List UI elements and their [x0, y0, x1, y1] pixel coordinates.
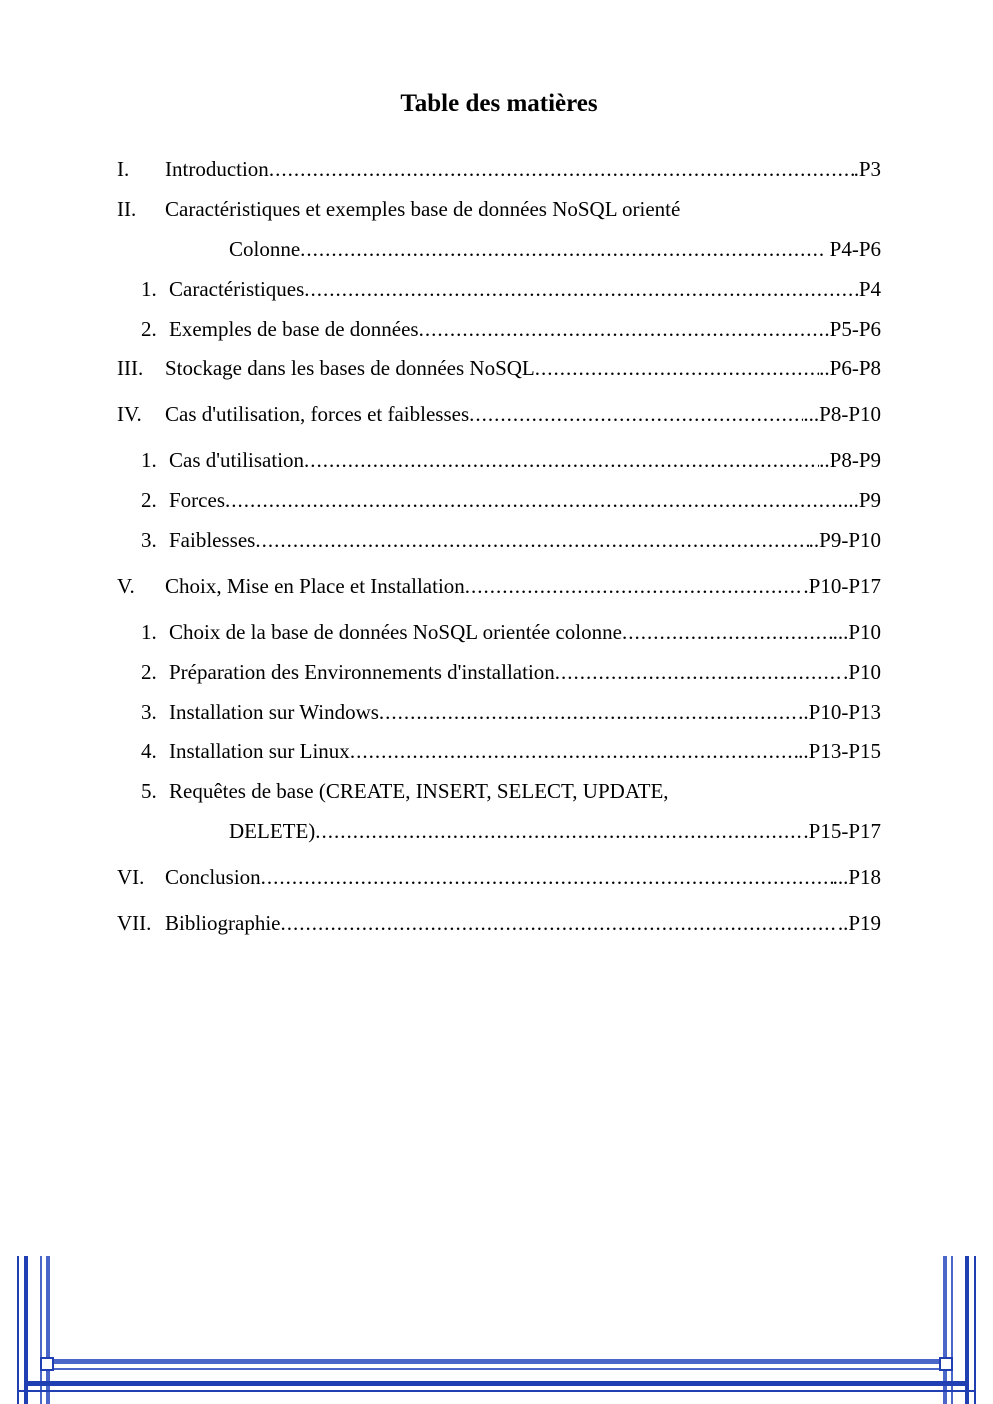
toc-entry-number: 1. [141, 270, 169, 310]
toc-entry-number: 2. [141, 310, 169, 350]
toc-entry-number: 3. [141, 693, 169, 733]
toc-entry-page: ...P9 [843, 481, 881, 521]
toc-entry: 1.Cas d'utilisation.....................… [117, 441, 881, 481]
toc-entry-label: Cas d'utilisation [169, 441, 304, 481]
toc-leader-dots: ........................................… [255, 521, 808, 561]
toc-leader-dots: ........................................… [315, 812, 803, 852]
toc-entry-number: II. [117, 190, 165, 230]
toc-entry: 2.Préparation des Environnements d'insta… [117, 653, 881, 693]
toc-entry-label: Caractéristiques et exemples base de don… [165, 190, 680, 230]
toc-entry-number: 2. [141, 481, 169, 521]
toc-entry-label: Colonne [229, 230, 300, 270]
toc-entry: VI.Conclusion...........................… [117, 858, 881, 898]
toc-entry-number: V. [117, 567, 165, 607]
toc-leader-dots: ........................................… [419, 310, 825, 350]
toc-entry-page: ..P8-P9 [819, 441, 881, 481]
toc-entry-page: .P15-P17 [803, 812, 881, 852]
toc-entry-label: Préparation des Environnements d'install… [169, 653, 555, 693]
toc-entry-number: 4. [141, 732, 169, 772]
toc-entry-label: Introduction [165, 150, 269, 190]
toc-entry-label: Conclusion [165, 858, 261, 898]
toc-entry: V.Choix, Mise en Place et Installation..… [117, 567, 881, 607]
toc-entry-number: 1. [141, 441, 169, 481]
toc-entry-label: Caractéristiques [169, 270, 304, 310]
document-page: Table des matières I.Introduction.......… [0, 0, 993, 1404]
toc-leader-dots: ........................................… [300, 230, 824, 270]
toc-entry-page: .P5-P6 [824, 310, 881, 350]
toc-leader-dots: ........................................… [269, 150, 854, 190]
toc-entry: 1.Choix de la base de données NoSQL orie… [117, 613, 881, 653]
toc-entry-label: Choix, Mise en Place et Installation [165, 567, 465, 607]
toc-entry-label: Requêtes de base (CREATE, INSERT, SELECT… [169, 772, 669, 812]
toc-entry-label: Installation sur Windows [169, 693, 379, 733]
toc-entry-number: IV. [117, 395, 165, 435]
toc-entry-number: I. [117, 150, 165, 190]
toc-entry-page: ..P6-P8 [819, 349, 881, 389]
toc-entry-page: ...P8-P10 [803, 395, 881, 435]
toc-entry-page: P4 [859, 270, 881, 310]
toc-leader-dots: ........................................… [261, 858, 833, 898]
toc-entry: II.Caractéristiques et exemples base de … [117, 190, 881, 230]
toc-entry-label: Choix de la base de données NoSQL orient… [169, 613, 622, 653]
toc-entry-number: 5. [141, 772, 169, 812]
toc-entry-page: ...P10 [833, 613, 881, 653]
toc-leader-dots: ........................................… [465, 567, 804, 607]
toc-leader-dots: ........................................… [555, 653, 843, 693]
toc-entry-label: Installation sur Linux [169, 732, 350, 772]
toc-entry: I.Introduction..........................… [117, 150, 881, 190]
toc-leader-dots: ........................................… [280, 904, 837, 944]
toc-leader-dots: ........................................… [225, 481, 843, 521]
toc-entry: IV.Cas d'utilisation, forces et faibless… [117, 395, 881, 435]
toc-entry: 2.Forces................................… [117, 481, 881, 521]
toc-entry-label: Faiblesses [169, 521, 255, 561]
toc-entry-number: VII. [117, 904, 165, 944]
toc-entry-page: .P3 [854, 150, 881, 190]
toc-leader-dots: ........................................… [622, 613, 833, 653]
toc-entry-page: ..P9-P10 [809, 521, 881, 561]
toc-entry-page: .P10 [843, 653, 881, 693]
toc-entry-page: ..P19 [838, 904, 881, 944]
toc-entry-label: Cas d'utilisation, forces et faiblesses [165, 395, 469, 435]
toc-leader-dots: ........................................… [350, 732, 798, 772]
toc-entry-label: Exemples de base de données [169, 310, 419, 350]
toc-entry: VII.Bibliographie.......................… [117, 904, 881, 944]
toc-entry-label: DELETE) [229, 812, 315, 852]
toc-entry-label: Forces [169, 481, 225, 521]
toc-entry-number: III. [117, 349, 165, 389]
toc-entry-page: ..P13-P15 [798, 732, 881, 772]
toc-entry-number: 3. [141, 521, 169, 561]
toc-entry: DELETE).................................… [117, 812, 881, 852]
toc-entry-label: Stockage dans les bases de données NoSQL [165, 349, 535, 389]
toc-entry-label: Bibliographie [165, 904, 280, 944]
toc-entry: 1.Caractéristiques......................… [117, 270, 881, 310]
toc-leader-dots: ........................................… [304, 441, 819, 481]
page-border-decoration [0, 1256, 993, 1404]
toc-leader-dots: ........................................… [469, 395, 803, 435]
toc-entry: III.Stockage dans les bases de données N… [117, 349, 881, 389]
toc-entry: 2.Exemples de base de données...........… [117, 310, 881, 350]
toc-leader-dots: ........................................… [304, 270, 859, 310]
toc-leader-dots: ........................................… [535, 349, 819, 389]
toc-entry: 3.Faiblesses............................… [117, 521, 881, 561]
toc-entry: 4.Installation sur Linux................… [117, 732, 881, 772]
toc-entry: 5.Requêtes de base (CREATE, INSERT, SELE… [117, 772, 881, 812]
toc-entry-page: ..P10-P13 [798, 693, 881, 733]
toc-entry: 3.Installation sur Windows..............… [117, 693, 881, 733]
toc-entry-number: 1. [141, 613, 169, 653]
toc-entry-page: .P10-P17 [803, 567, 881, 607]
toc-body: I.Introduction..........................… [117, 150, 881, 944]
toc-entry: Colonne.................................… [117, 230, 881, 270]
toc-entry-page: P4-P6 [824, 230, 881, 270]
toc-entry-page: ...P18 [833, 858, 881, 898]
toc-entry-number: VI. [117, 858, 165, 898]
toc-title: Table des matières [117, 90, 881, 118]
toc-entry-number: 2. [141, 653, 169, 693]
toc-leader-dots: ........................................… [379, 693, 798, 733]
